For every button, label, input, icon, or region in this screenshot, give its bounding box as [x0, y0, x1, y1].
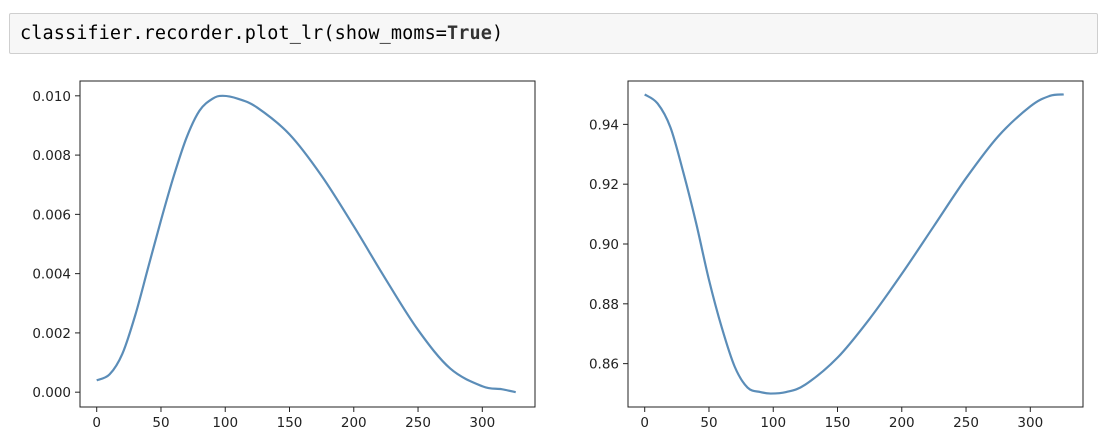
x-tick-label: 100: [760, 415, 786, 431]
y-tick-label: 0.006: [32, 207, 71, 223]
code-prefix: classifier.recorder.plot_lr(show_moms=: [20, 23, 448, 44]
x-tick-label: 0: [92, 415, 101, 431]
plot-frame: [627, 80, 1084, 408]
y-tick-label: 0.90: [589, 237, 619, 253]
x-tick-label: 250: [405, 415, 431, 431]
x-tick-label: 200: [889, 415, 915, 431]
x-tick-label: 150: [277, 415, 303, 431]
x-tick-label: 300: [469, 415, 495, 431]
x-tick-label: 50: [700, 415, 717, 431]
x-tick-label: 200: [341, 415, 367, 431]
code-cell[interactable]: classifier.recorder.plot_lr(show_moms=Tr…: [9, 13, 1098, 54]
y-tick-label: 0.010: [32, 89, 71, 105]
y-tick-label: 0.94: [589, 117, 619, 133]
momentum-chart: 0 50 100 150 200 250 300 0.86 0.88 0.90 0.92 0.94: [589, 80, 1084, 431]
x-tick-label: 100: [212, 415, 238, 431]
y-tick-label: 0.88: [589, 297, 619, 313]
plot-frame: [79, 80, 536, 408]
code-line[interactable]: classifier.recorder.plot_lr(show_moms=Tr…: [20, 23, 503, 44]
y-tick-label: 0.002: [32, 326, 71, 342]
x-tick-label: 250: [953, 415, 979, 431]
code-keyword: True: [447, 23, 492, 44]
series-line-0: [96, 94, 516, 394]
code-suffix: ): [492, 23, 504, 44]
y-tick-label: 0.92: [589, 177, 619, 193]
x-tick-label: 0: [640, 415, 649, 431]
y-tick-label: 0.008: [32, 148, 71, 164]
y-tick-label: 0.000: [32, 385, 71, 401]
x-tick-label: 300: [1017, 415, 1043, 431]
learning-rate-chart: 0 50 100 150 200 250 300 0.000 0.002 0.004 0.006 0.…: [32, 80, 536, 431]
y-tick-label: 0.004: [32, 267, 71, 283]
chart-output: 0 50 100 150 200 250 300 0.000 0.002 0.004 0.006 0.…: [0, 70, 1100, 446]
x-tick-label: 150: [825, 415, 851, 431]
x-tick-label: 50: [152, 415, 169, 431]
series-line-0: [644, 93, 1064, 395]
y-tick-label: 0.86: [589, 357, 619, 373]
